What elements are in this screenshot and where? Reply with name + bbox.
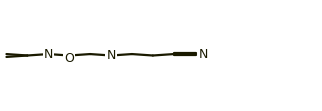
Text: N: N <box>106 49 116 62</box>
Text: O: O <box>64 52 74 65</box>
Text: N: N <box>199 48 209 61</box>
Text: N: N <box>43 48 53 61</box>
